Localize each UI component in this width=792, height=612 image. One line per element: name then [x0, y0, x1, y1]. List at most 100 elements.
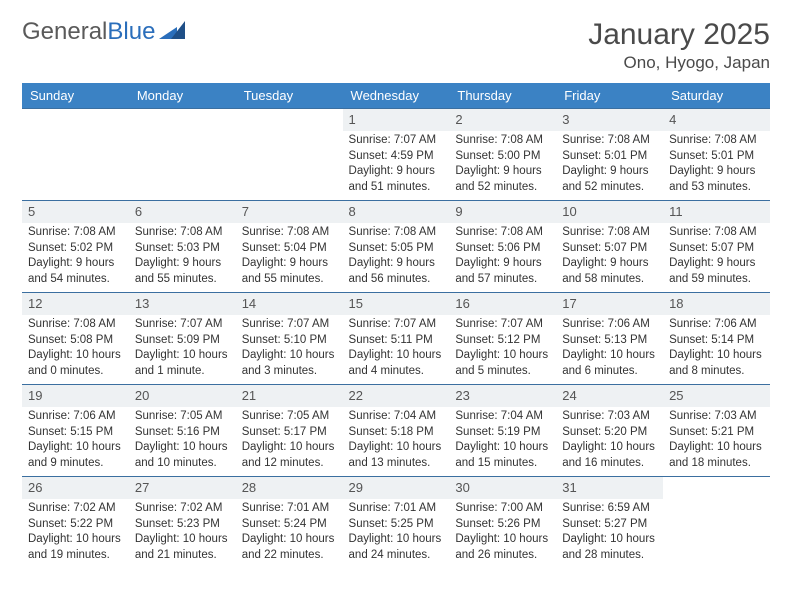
- date-bar-empty: [663, 477, 770, 497]
- calendar-cell: 9 Sunrise: 7:08 AMSunset: 5:06 PMDaylight…: [449, 201, 556, 293]
- sunset-line: Sunset: 5:02 PM: [28, 241, 123, 257]
- daylight-line: Daylight: 10 hours and 16 minutes.: [562, 440, 657, 471]
- date-number: 15: [343, 293, 450, 315]
- sunrise-line: Sunrise: 7:08 AM: [669, 225, 764, 241]
- daylight-line: Daylight: 9 hours and 55 minutes.: [242, 256, 337, 287]
- daylight-line: Daylight: 9 hours and 53 minutes.: [669, 164, 764, 195]
- sunrise-line: Sunrise: 7:08 AM: [455, 133, 550, 149]
- date-number: 26: [22, 477, 129, 499]
- day-details: Sunrise: 7:06 AMSunset: 5:13 PMDaylight:…: [556, 315, 663, 383]
- day-details: Sunrise: 6:59 AMSunset: 5:27 PMDaylight:…: [556, 499, 663, 567]
- date-number: 22: [343, 385, 450, 407]
- sunset-line: Sunset: 5:08 PM: [28, 333, 123, 349]
- date-number: 30: [449, 477, 556, 499]
- calendar-cell: 25Sunrise: 7:03 AMSunset: 5:21 PMDayligh…: [663, 385, 770, 477]
- daylight-line: Daylight: 9 hours and 57 minutes.: [455, 256, 550, 287]
- daylight-line: Daylight: 10 hours and 6 minutes.: [562, 348, 657, 379]
- date-number: 17: [556, 293, 663, 315]
- daylight-line: Daylight: 10 hours and 4 minutes.: [349, 348, 444, 379]
- calendar-body: 1Sunrise: 7:07 AMSunset: 4:59 PMDaylight…: [22, 109, 770, 569]
- date-number: 19: [22, 385, 129, 407]
- day-details: Sunrise: 7:06 AMSunset: 5:15 PMDaylight:…: [22, 407, 129, 475]
- sunset-line: Sunset: 5:19 PM: [455, 425, 550, 441]
- date-number: 9: [449, 201, 556, 223]
- sunset-line: Sunset: 5:07 PM: [669, 241, 764, 257]
- calendar-cell: 4Sunrise: 7:08 AMSunset: 5:01 PMDaylight…: [663, 109, 770, 201]
- sunrise-line: Sunrise: 7:07 AM: [135, 317, 230, 333]
- calendar-cell: 2Sunrise: 7:08 AMSunset: 5:00 PMDaylight…: [449, 109, 556, 201]
- calendar-cell: 18Sunrise: 7:06 AMSunset: 5:14 PMDayligh…: [663, 293, 770, 385]
- sunset-line: Sunset: 5:18 PM: [349, 425, 444, 441]
- sunrise-line: Sunrise: 7:08 AM: [455, 225, 550, 241]
- calendar-cell: 13Sunrise: 7:07 AMSunset: 5:09 PMDayligh…: [129, 293, 236, 385]
- calendar-cell: [236, 109, 343, 201]
- daylight-line: Daylight: 10 hours and 0 minutes.: [28, 348, 123, 379]
- sunset-line: Sunset: 5:00 PM: [455, 149, 550, 165]
- date-number: 12: [22, 293, 129, 315]
- day-details: Sunrise: 7:06 AMSunset: 5:14 PMDaylight:…: [663, 315, 770, 383]
- date-number: 18: [663, 293, 770, 315]
- calendar-cell: 31Sunrise: 6:59 AMSunset: 5:27 PMDayligh…: [556, 477, 663, 569]
- date-bar-empty: [129, 109, 236, 129]
- day-details: Sunrise: 7:02 AMSunset: 5:23 PMDaylight:…: [129, 499, 236, 567]
- calendar-grid: Sunday Monday Tuesday Wednesday Thursday…: [22, 83, 770, 569]
- day-details: Sunrise: 7:08 AMSunset: 5:04 PMDaylight:…: [236, 223, 343, 291]
- sunrise-line: Sunrise: 7:08 AM: [562, 225, 657, 241]
- calendar-row: 5Sunrise: 7:08 AMSunset: 5:02 PMDaylight…: [22, 201, 770, 293]
- sunrise-line: Sunrise: 7:07 AM: [349, 133, 444, 149]
- calendar-cell: 12Sunrise: 7:08 AMSunset: 5:08 PMDayligh…: [22, 293, 129, 385]
- calendar-row: 26Sunrise: 7:02 AMSunset: 5:22 PMDayligh…: [22, 477, 770, 569]
- daylight-line: Daylight: 10 hours and 22 minutes.: [242, 532, 337, 563]
- date-number: 3: [556, 109, 663, 131]
- daylight-line: Daylight: 10 hours and 13 minutes.: [349, 440, 444, 471]
- sunset-line: Sunset: 4:59 PM: [349, 149, 444, 165]
- date-number: 2: [449, 109, 556, 131]
- day-details: Sunrise: 7:08 AMSunset: 5:07 PMDaylight:…: [663, 223, 770, 291]
- calendar-cell: 22Sunrise: 7:04 AMSunset: 5:18 PMDayligh…: [343, 385, 450, 477]
- date-number: 27: [129, 477, 236, 499]
- sunset-line: Sunset: 5:11 PM: [349, 333, 444, 349]
- calendar-page: GeneralBlue January 2025 Ono, Hyogo, Jap…: [0, 0, 792, 587]
- date-number: 1: [343, 109, 450, 131]
- daylight-line: Daylight: 9 hours and 58 minutes.: [562, 256, 657, 287]
- date-number: 28: [236, 477, 343, 499]
- sunset-line: Sunset: 5:27 PM: [562, 517, 657, 533]
- day-details: Sunrise: 7:02 AMSunset: 5:22 PMDaylight:…: [22, 499, 129, 567]
- daylight-line: Daylight: 9 hours and 55 minutes.: [135, 256, 230, 287]
- weekday-header: Monday: [129, 83, 236, 109]
- sunset-line: Sunset: 5:22 PM: [28, 517, 123, 533]
- weekday-header: Sunday: [22, 83, 129, 109]
- sunrise-line: Sunrise: 7:08 AM: [28, 225, 123, 241]
- day-details: Sunrise: 7:05 AMSunset: 5:16 PMDaylight:…: [129, 407, 236, 475]
- date-number: 7: [236, 201, 343, 223]
- date-number: 11: [663, 201, 770, 223]
- calendar-cell: 5Sunrise: 7:08 AMSunset: 5:02 PMDaylight…: [22, 201, 129, 293]
- date-number: 21: [236, 385, 343, 407]
- daylight-line: Daylight: 10 hours and 12 minutes.: [242, 440, 337, 471]
- sunrise-line: Sunrise: 7:06 AM: [28, 409, 123, 425]
- daylight-line: Daylight: 10 hours and 24 minutes.: [349, 532, 444, 563]
- sunset-line: Sunset: 5:13 PM: [562, 333, 657, 349]
- sunset-line: Sunset: 5:26 PM: [455, 517, 550, 533]
- daylight-line: Daylight: 10 hours and 9 minutes.: [28, 440, 123, 471]
- daylight-line: Daylight: 9 hours and 59 minutes.: [669, 256, 764, 287]
- calendar-cell: 29Sunrise: 7:01 AMSunset: 5:25 PMDayligh…: [343, 477, 450, 569]
- daylight-line: Daylight: 10 hours and 10 minutes.: [135, 440, 230, 471]
- brand-part1: General: [22, 18, 107, 46]
- calendar-cell: 1Sunrise: 7:07 AMSunset: 4:59 PMDaylight…: [343, 109, 450, 201]
- date-bar-empty: [22, 109, 129, 129]
- brand-part2: Blue: [107, 18, 155, 46]
- sunrise-line: Sunrise: 7:02 AM: [28, 501, 123, 517]
- sunset-line: Sunset: 5:21 PM: [669, 425, 764, 441]
- date-number: 31: [556, 477, 663, 499]
- calendar-cell: 11Sunrise: 7:08 AMSunset: 5:07 PMDayligh…: [663, 201, 770, 293]
- day-details: Sunrise: 7:03 AMSunset: 5:21 PMDaylight:…: [663, 407, 770, 475]
- date-number: 23: [449, 385, 556, 407]
- sunrise-line: Sunrise: 7:08 AM: [242, 225, 337, 241]
- calendar-cell: 21Sunrise: 7:05 AMSunset: 5:17 PMDayligh…: [236, 385, 343, 477]
- location-subtitle: Ono, Hyogo, Japan: [588, 53, 770, 73]
- daylight-line: Daylight: 10 hours and 26 minutes.: [455, 532, 550, 563]
- sunset-line: Sunset: 5:06 PM: [455, 241, 550, 257]
- weekday-header-row: Sunday Monday Tuesday Wednesday Thursday…: [22, 83, 770, 109]
- calendar-cell: 19Sunrise: 7:06 AMSunset: 5:15 PMDayligh…: [22, 385, 129, 477]
